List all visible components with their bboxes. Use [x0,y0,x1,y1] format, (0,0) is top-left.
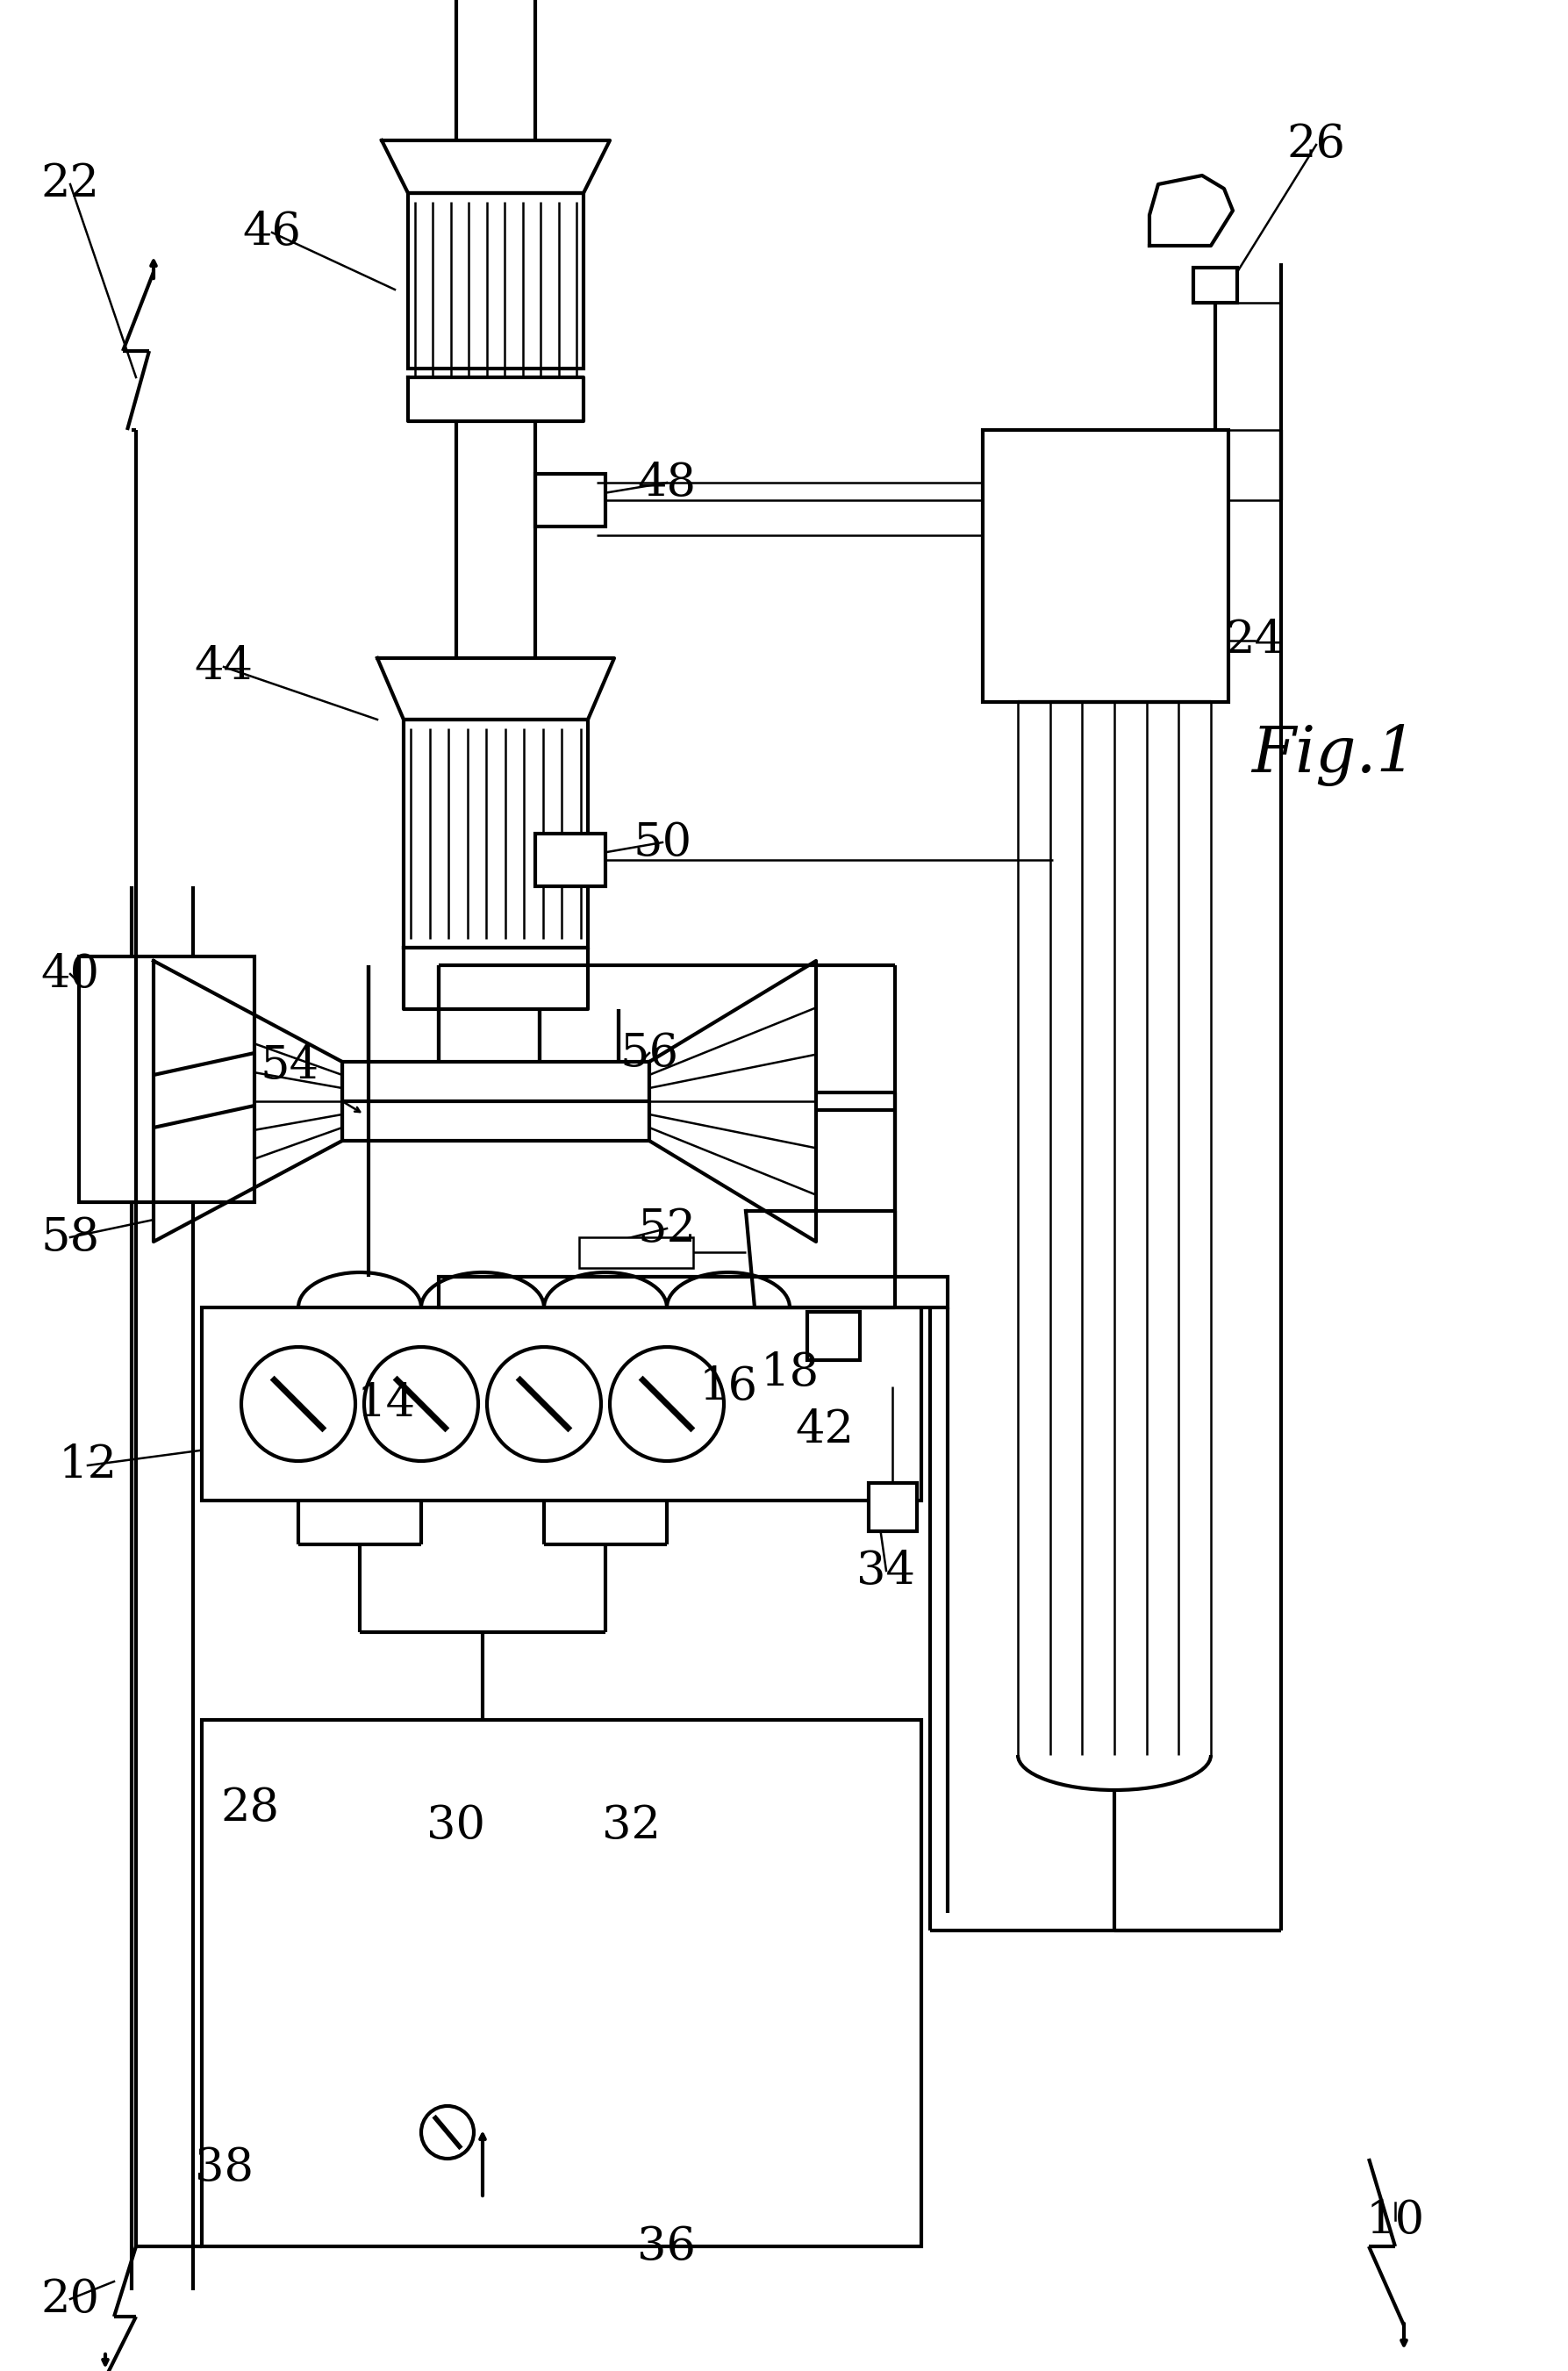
Text: 42: 42 [795,1408,855,1453]
Text: 26: 26 [1287,123,1345,168]
Text: 50: 50 [633,820,691,865]
Bar [202,1719,922,2245]
Text: 38: 38 [194,2146,252,2191]
Circle shape [422,2105,474,2158]
Polygon shape [746,1212,895,1306]
Text: 30: 30 [426,1802,486,1847]
Bar [535,835,605,887]
Text: 32: 32 [602,1802,662,1847]
Circle shape [241,1347,356,1461]
Text: 10: 10 [1366,2198,1425,2243]
Text: 48: 48 [638,460,696,505]
Text: 52: 52 [638,1207,696,1252]
Text: Fig.1: Fig.1 [1251,723,1416,785]
Bar [78,956,254,1202]
Text: 40: 40 [41,951,100,996]
Text: 34: 34 [856,1548,916,1593]
Bar [808,1311,859,1361]
Text: 14: 14 [356,1382,416,1427]
Bar [1193,268,1237,303]
Text: 12: 12 [58,1444,118,1487]
Text: 28: 28 [221,1785,279,1830]
Text: 18: 18 [760,1351,818,1397]
Polygon shape [408,377,583,422]
Text: 24: 24 [1225,619,1284,664]
Polygon shape [154,960,342,1242]
Text: 58: 58 [41,1214,100,1259]
Text: 36: 36 [638,2224,696,2269]
Text: 44: 44 [194,645,252,690]
Polygon shape [1149,175,1232,247]
Polygon shape [403,948,588,1010]
Polygon shape [381,140,610,192]
Bar [403,718,588,948]
Text: 46: 46 [243,211,301,256]
Bar [202,1306,922,1501]
Circle shape [488,1347,601,1461]
Bar [342,1062,649,1140]
Polygon shape [649,960,815,1242]
Bar [983,429,1228,702]
Circle shape [610,1347,724,1461]
Text: 22: 22 [41,161,100,206]
Bar [408,192,583,368]
Polygon shape [378,659,615,718]
Text: 20: 20 [41,2276,100,2321]
Bar [869,1482,917,1532]
Bar [439,1276,947,1306]
Bar [447,2089,517,2146]
Text: 56: 56 [619,1031,679,1076]
Text: 16: 16 [699,1363,757,1408]
Bar [535,474,605,526]
Circle shape [364,1347,478,1461]
Bar [579,1238,693,1268]
Text: 54: 54 [260,1043,318,1088]
